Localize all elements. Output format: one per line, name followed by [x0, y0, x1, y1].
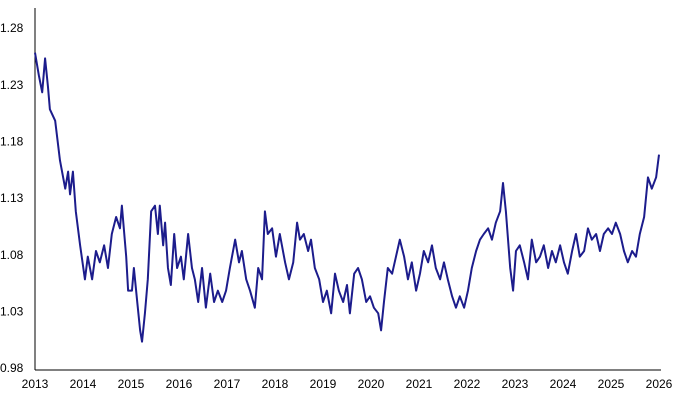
x-tick-label: 2026: [646, 377, 673, 391]
x-tick-label: 2018: [262, 377, 289, 391]
x-tick-label: 2014: [70, 377, 97, 391]
y-tick-label: 1.13: [0, 191, 24, 205]
x-tick-label: 2023: [502, 377, 529, 391]
x-tick-label: 2015: [118, 377, 145, 391]
x-tick-label: 2021: [406, 377, 433, 391]
x-tick-label: 2016: [166, 377, 193, 391]
x-tick-label: 2024: [550, 377, 577, 391]
x-tick-label: 2019: [310, 377, 337, 391]
x-tick-label: 2017: [214, 377, 241, 391]
data-line: [34, 52, 660, 343]
x-tick-label: 2025: [598, 377, 625, 391]
x-tick-label: 2020: [358, 377, 385, 391]
y-tick-label: 1.08: [0, 248, 24, 262]
x-tick-label: 2013: [22, 377, 49, 391]
x-tick-label: 2022: [454, 377, 481, 391]
y-tick-label: 1.18: [0, 135, 24, 149]
y-tick-label: 1.28: [0, 21, 24, 35]
y-tick-label: 0.98: [0, 361, 24, 375]
y-tick-label: 1.03: [0, 305, 24, 319]
y-tick-label: 1.23: [0, 78, 24, 92]
